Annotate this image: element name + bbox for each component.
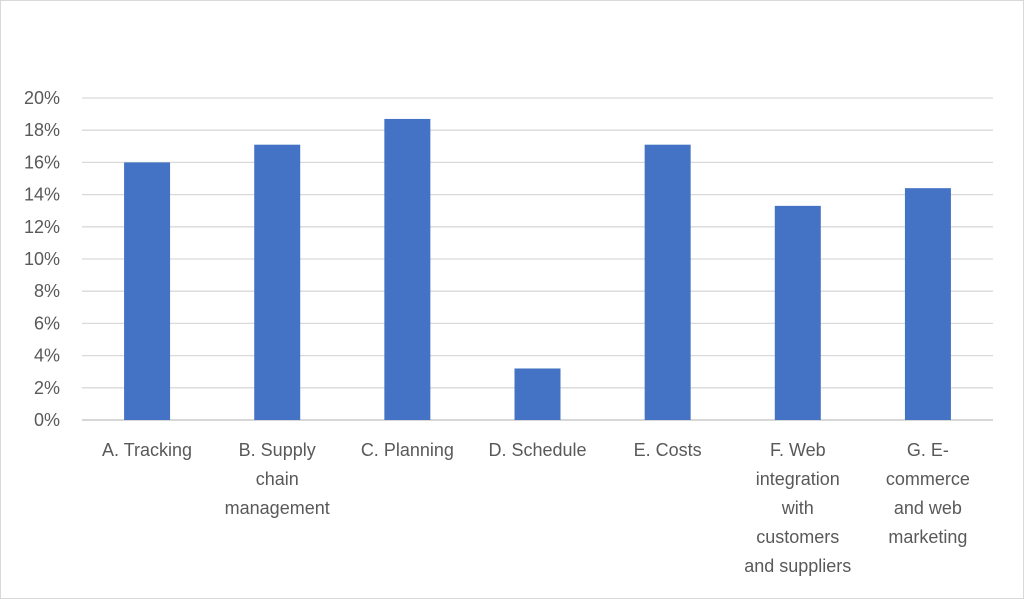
y-tick-label: 16% [24, 152, 60, 172]
x-tick-label: E. Costs [633, 440, 702, 460]
x-tick-label: G. E- commerce and web marketing [885, 440, 970, 547]
bar [254, 144, 301, 420]
x-tick-label: A. Tracking [102, 440, 193, 460]
y-tick-label: 12% [24, 217, 60, 237]
y-tick-label: 14% [24, 185, 60, 205]
bar [384, 118, 431, 421]
x-tick-label: D. Schedule [488, 440, 587, 460]
y-tick-label: 8% [34, 281, 60, 301]
x-tick-label: F. Web integration with customers and su… [744, 440, 852, 576]
bar [514, 368, 561, 420]
y-tick-label: 2% [34, 378, 60, 398]
y-tick-label: 18% [24, 120, 60, 140]
y-tick-label: 6% [34, 313, 60, 333]
x-tick-label: C. Planning [360, 440, 454, 460]
y-tick-label: 0% [34, 410, 60, 430]
y-tick-label: 10% [24, 249, 60, 269]
y-tick-label: 20% [24, 88, 60, 108]
bar [904, 188, 951, 420]
x-tick-label: B. Supply chain management [224, 440, 330, 518]
bar [774, 205, 821, 420]
bar [124, 162, 171, 420]
bar [644, 144, 691, 420]
y-tick-label: 4% [34, 346, 60, 366]
